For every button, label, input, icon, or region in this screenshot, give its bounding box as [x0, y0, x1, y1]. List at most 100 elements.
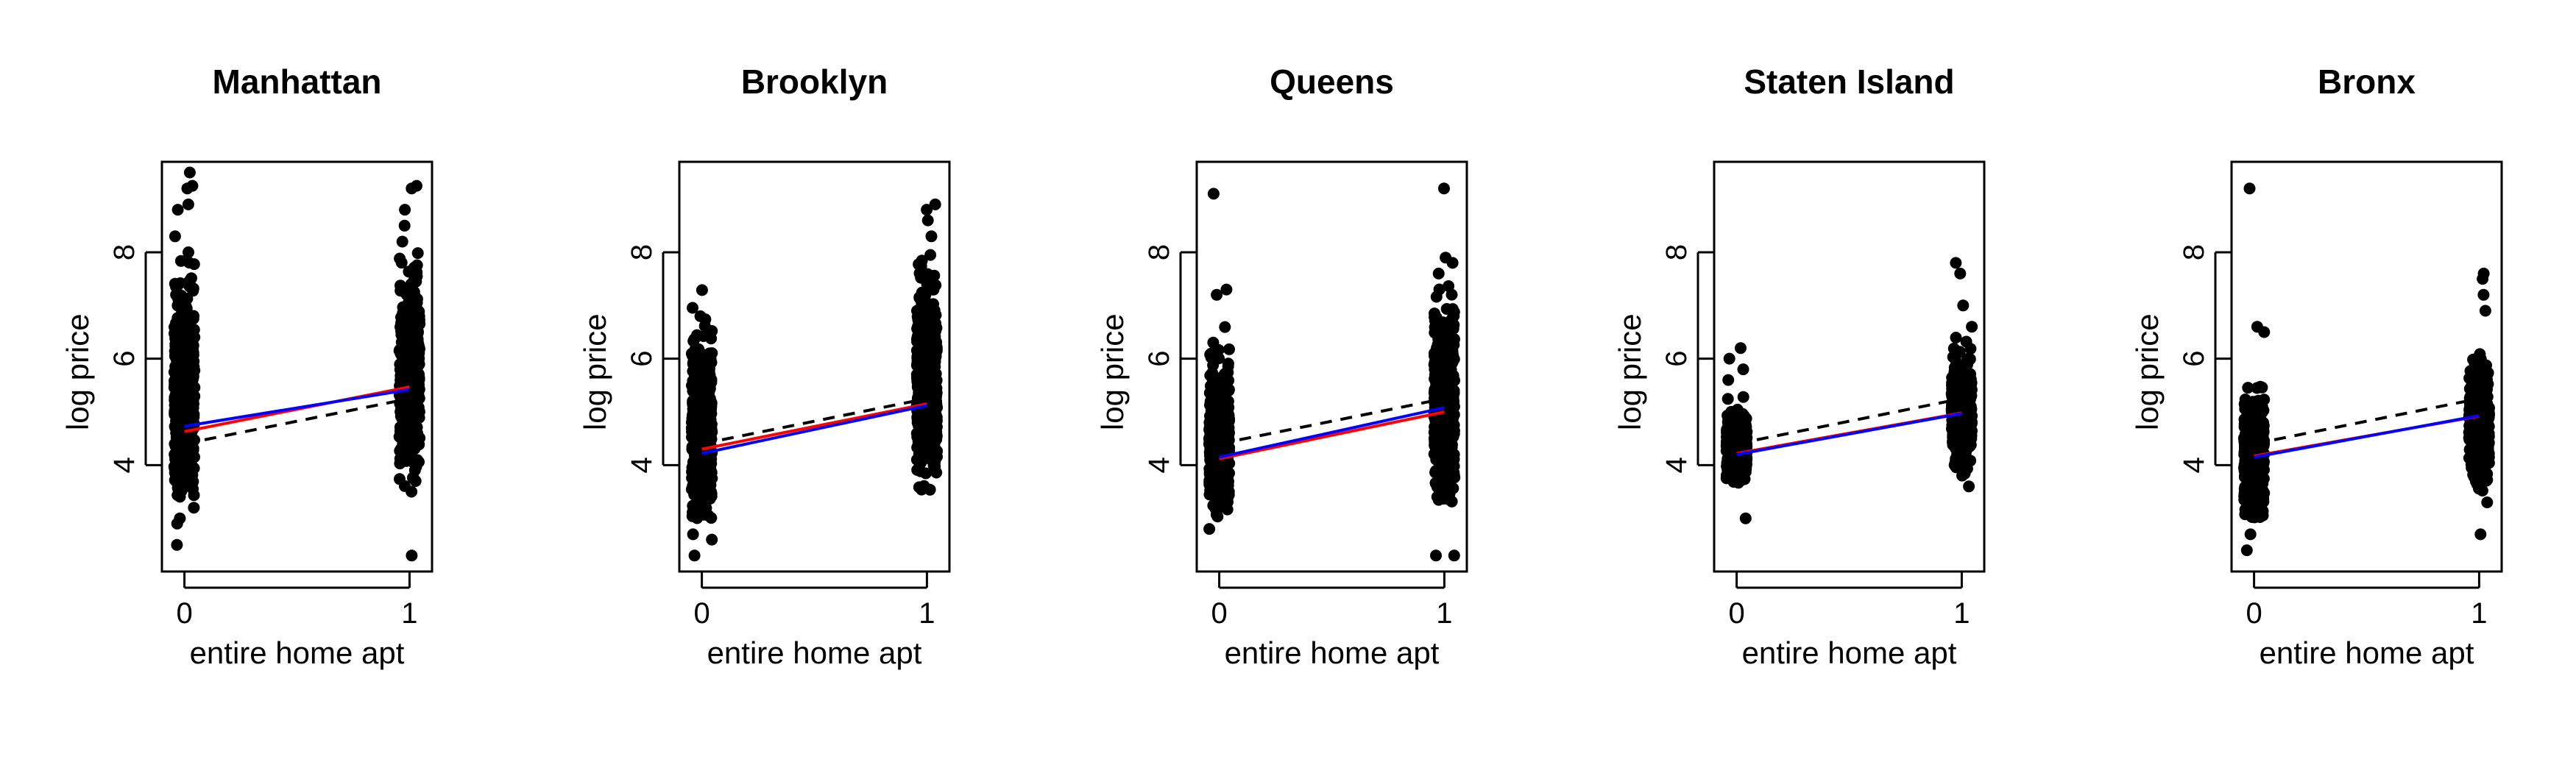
data-point	[184, 337, 196, 349]
data-point	[918, 316, 930, 327]
data-point	[394, 458, 406, 469]
data-point	[169, 321, 180, 333]
data-points	[686, 199, 943, 561]
data-point	[1440, 252, 1451, 263]
blue-fit-line	[702, 405, 927, 453]
data-point	[706, 534, 718, 546]
data-point	[2257, 496, 2269, 508]
data-point	[1433, 268, 1445, 280]
data-point	[1440, 374, 1451, 386]
data-point	[2245, 528, 2257, 540]
data-point	[1223, 343, 1235, 355]
data-point	[188, 282, 199, 294]
data-point	[1741, 413, 1752, 424]
y-tick-label: 6	[108, 351, 141, 367]
data-point	[2242, 382, 2254, 394]
data-point	[180, 300, 191, 312]
red-fit-line	[1220, 412, 1445, 459]
data-point	[696, 284, 708, 296]
data-point	[2251, 428, 2262, 440]
data-point	[916, 254, 928, 266]
data-point	[1738, 363, 1749, 375]
data-point	[1957, 299, 1969, 311]
x-tick-label: 1	[401, 597, 417, 630]
data-point	[1437, 458, 1448, 470]
plot-frame	[1714, 162, 1984, 572]
data-point	[913, 463, 924, 475]
data-point	[410, 369, 422, 380]
data-point	[1724, 353, 1735, 365]
blue-fit-line	[1220, 407, 1445, 457]
dashed-fit-line	[1737, 399, 1962, 444]
data-point	[171, 489, 183, 501]
data-point	[411, 266, 422, 278]
data-point	[186, 356, 198, 368]
data-point	[406, 486, 417, 498]
data-point	[177, 468, 188, 480]
data-point	[169, 389, 181, 401]
data-point	[931, 430, 943, 441]
y-tick-label: 6	[1660, 351, 1693, 367]
data-point	[914, 268, 926, 280]
data-point	[171, 539, 183, 551]
data-point	[915, 414, 927, 426]
data-point	[705, 353, 717, 365]
data-point	[413, 341, 425, 353]
data-point	[172, 204, 184, 216]
data-point	[1721, 424, 1733, 435]
panel-title: Queens	[1270, 63, 1394, 101]
data-point	[174, 513, 185, 524]
y-axis-label: log price	[60, 313, 95, 430]
data-point	[1208, 188, 1220, 199]
data-point	[1203, 523, 1215, 535]
data-point	[172, 377, 184, 389]
data-point	[184, 388, 196, 399]
data-point	[180, 412, 192, 424]
data-point	[691, 330, 703, 341]
plot-frame	[162, 162, 432, 572]
data-point	[171, 337, 183, 349]
data-point	[408, 388, 420, 399]
data-point	[1954, 268, 1966, 280]
data-point	[1966, 321, 1978, 332]
data-point	[913, 481, 925, 493]
data-point	[913, 373, 925, 385]
y-tick-label: 6	[626, 351, 658, 367]
y-tick-label: 6	[1143, 351, 1175, 367]
y-tick-label: 4	[1143, 457, 1175, 473]
data-point	[411, 325, 423, 337]
data-point	[182, 446, 194, 458]
data-point	[1441, 360, 1453, 372]
data-point	[1722, 393, 1734, 405]
data-point	[1958, 366, 1970, 377]
data-point	[399, 204, 411, 216]
data-point	[1721, 436, 1733, 448]
data-point	[1430, 349, 1442, 361]
data-point	[1964, 433, 1975, 444]
data-point	[687, 510, 698, 522]
data-point	[1447, 335, 1459, 346]
data-point	[1962, 354, 1974, 366]
data-point	[186, 469, 198, 481]
data-point	[1221, 462, 1233, 474]
data-point	[1204, 387, 1216, 399]
data-point	[2251, 321, 2263, 332]
data-point	[406, 549, 417, 561]
x-tick-label: 0	[1211, 597, 1227, 630]
data-point	[1204, 399, 1216, 411]
data-points	[169, 167, 425, 562]
data-point	[922, 215, 934, 227]
data-point	[1738, 391, 1749, 403]
x-tick-label: 0	[693, 597, 710, 630]
data-point	[701, 327, 712, 339]
data-point	[171, 434, 183, 446]
data-point	[169, 230, 181, 242]
data-point	[1963, 480, 1975, 492]
y-tick-label: 8	[1143, 244, 1175, 260]
y-axis-label: log price	[1613, 313, 1647, 430]
data-points	[2238, 182, 2495, 556]
data-point	[394, 253, 406, 265]
data-point	[919, 360, 930, 371]
data-point	[1947, 351, 1959, 363]
